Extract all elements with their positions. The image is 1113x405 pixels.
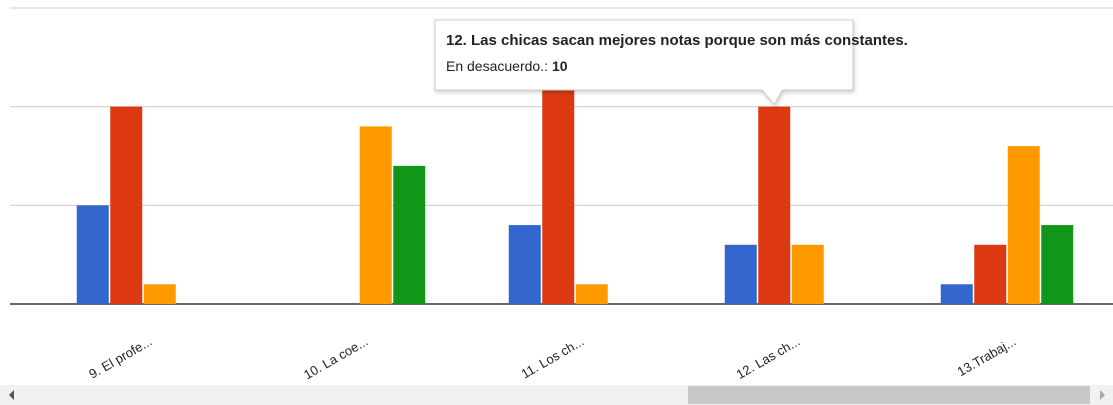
- bar: [758, 106, 791, 305]
- scroll-right[interactable]: [1100, 390, 1105, 400]
- x-tick-label: 12. Las ch...: [734, 334, 803, 382]
- bar: [575, 284, 608, 304]
- bar: [393, 165, 426, 304]
- bar: [359, 126, 392, 305]
- x-tick-label: 10. La coe...: [301, 334, 370, 383]
- bar: [110, 106, 143, 305]
- bar: [508, 225, 541, 304]
- bar: [940, 284, 973, 304]
- bar: [1007, 146, 1040, 304]
- tooltip-title: 12. Las chicas sacan mejores notas porqu…: [446, 32, 908, 49]
- bar: [143, 284, 176, 304]
- scroll-left[interactable]: [9, 390, 14, 400]
- tooltip: 12. Las chicas sacan mejores notas porqu…: [434, 19, 908, 106]
- bar: [974, 244, 1007, 304]
- scrollbar[interactable]: [0, 385, 1113, 405]
- bar: [724, 244, 757, 304]
- tooltip-value: 10: [552, 58, 568, 74]
- tooltip-label: En desacuerdo.:: [446, 58, 548, 74]
- bar: [1041, 225, 1074, 304]
- tooltip-box: [434, 19, 854, 106]
- bar: [791, 244, 824, 304]
- tooltip-line: En desacuerdo.: 10: [446, 58, 568, 74]
- x-tick-label: 9. El profe...: [86, 334, 154, 382]
- x-tick-label: 11. Los ch...: [519, 334, 587, 382]
- bar: [76, 205, 109, 304]
- scroll-thumb[interactable]: [688, 386, 1090, 404]
- x-tick-label: 13.Trabaj...: [954, 334, 1018, 380]
- bar: [542, 86, 575, 304]
